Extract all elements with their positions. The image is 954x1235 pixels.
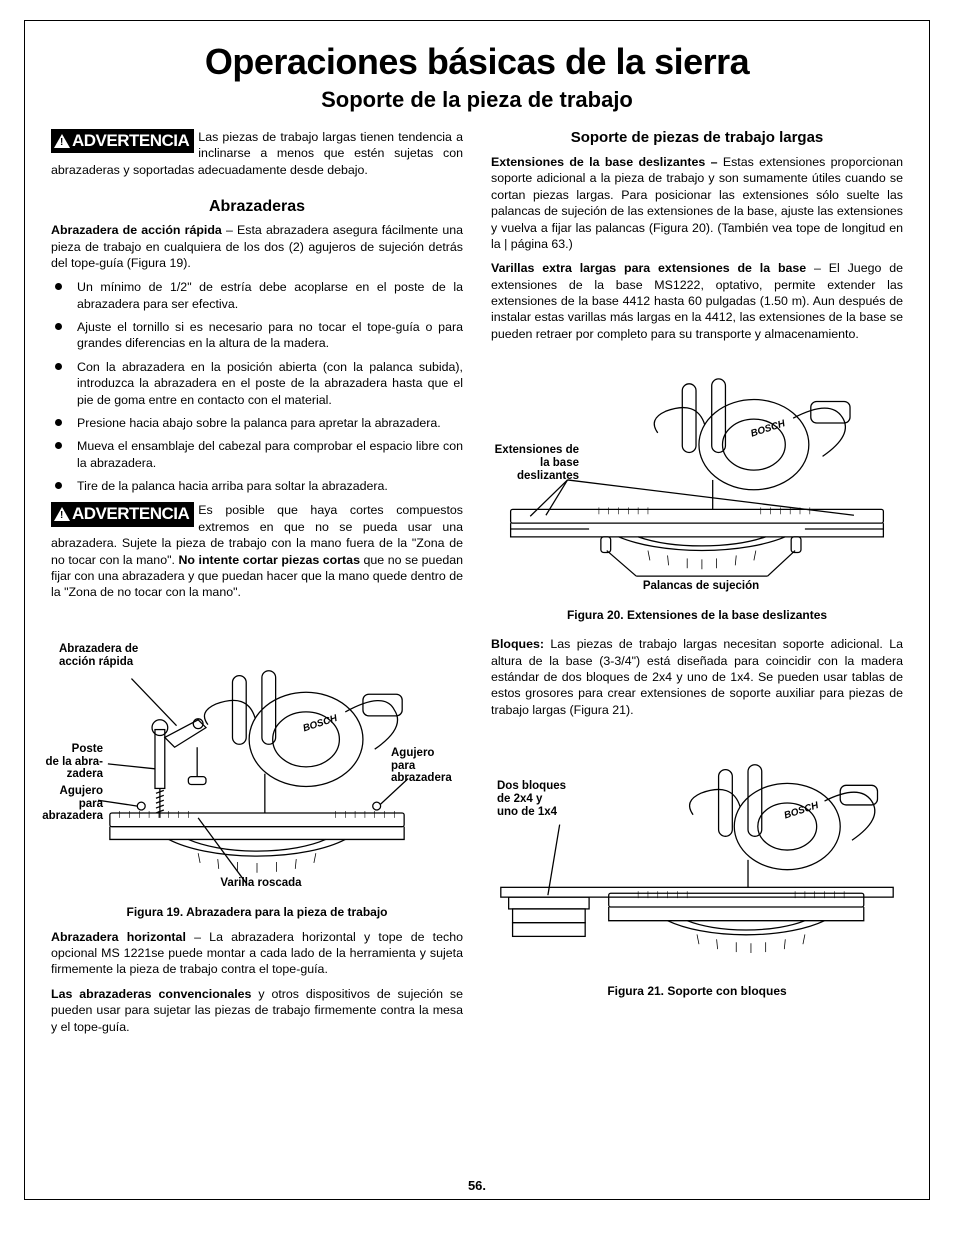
para-sliding-ext-lead: Extensiones de la base deslizantes – [491, 155, 717, 169]
two-column-layout: ADVERTENCIA Las piezas de trabajo largas… [51, 129, 903, 1043]
bullet-item: Presione hacia abajo sobre la palanca pa… [71, 415, 463, 431]
fig20-callout-levers: Palancas de sujeción [611, 580, 791, 593]
heading-long-pieces: Soporte de piezas de trabajo largas [491, 129, 903, 146]
page-frame: Operaciones básicas de la sierra Soporte… [24, 20, 930, 1200]
bullet-list: Un mínimo de 1/2" de estría debe acoplar… [51, 279, 463, 494]
warning-1: ADVERTENCIA Las piezas de trabajo largas… [51, 129, 463, 178]
para-extra-rods: Varillas extra largas para extensiones d… [491, 260, 903, 342]
page-title: Operaciones básicas de la sierra [51, 41, 903, 83]
bullet-item: Un mínimo de 1/2" de estría debe acoplar… [71, 279, 463, 312]
fig19-callout-rod: Varilla roscada [191, 877, 331, 890]
figure-19: BOSCH Abrazadera deacción rápida Postede… [51, 619, 463, 919]
para-horizontal-clamp-lead: Abrazadera horizontal [51, 930, 186, 944]
warning-label: ADVERTENCIA [72, 131, 189, 150]
bullet-item: Tire de la palanca hacia arriba para sol… [71, 478, 463, 494]
figure-20: BOSCH Extensiones dela basedeslizantes P… [491, 352, 903, 622]
warning-badge: ADVERTENCIA [51, 129, 194, 153]
figure-19-caption: Figura 19. Abrazadera para la pieza de t… [51, 905, 463, 919]
svg-text:BOSCH: BOSCH [302, 712, 340, 734]
warning-badge: ADVERTENCIA [51, 502, 194, 526]
page-number: 56. [25, 1178, 929, 1193]
fig21-callout-blocks: Dos bloquesde 2x4 yuno de 1x4 [497, 780, 566, 819]
fig19-callout-clamp: Abrazadera deacción rápida [59, 643, 138, 669]
figure-21-drawing: BOSCH [491, 728, 903, 978]
svg-text:BOSCH: BOSCH [749, 418, 787, 440]
para-quick-clamp-lead: Abrazadera de acción rápida [51, 223, 222, 237]
bullet-item: Con la abrazadera en la posición abierta… [71, 359, 463, 408]
fig19-callout-hole-left: Agujeroparaabrazadera [33, 785, 103, 824]
para-conventional-clamps: Las abrazaderas convencionales y otros d… [51, 986, 463, 1035]
para-conventional-lead: Las abrazaderas convencionales [51, 987, 251, 1001]
figure-20-caption: Figura 20. Extensiones de la base desliz… [491, 608, 903, 622]
figure-19-frame: BOSCH Abrazadera deacción rápida Postede… [51, 619, 463, 899]
bullet-item: Mueva el ensamblaje del cabezal para com… [71, 438, 463, 471]
figure-21-frame: BOSCH Dos bloquesde 2x4 yuno de 1x4 [491, 728, 903, 978]
warning-triangle-icon [54, 507, 70, 521]
para-sliding-ext-body: Estas extensiones proporcionan soporte a… [491, 155, 903, 251]
figure-21-caption: Figura 21. Soporte con bloques [491, 984, 903, 998]
para-sliding-ext: Extensiones de la base deslizantes – Est… [491, 154, 903, 252]
warning-2: ADVERTENCIA Es posible que haya cortes c… [51, 502, 463, 600]
para-blocks-body: Las piezas de trabajo largas necesitan s… [491, 637, 903, 717]
left-column: ADVERTENCIA Las piezas de trabajo largas… [51, 129, 463, 1043]
right-column: Soporte de piezas de trabajo largas Exte… [491, 129, 903, 1043]
figure-21: BOSCH Dos bloquesde 2x4 yuno de 1x4 Figu… [491, 728, 903, 998]
bullet-item: Ajuste el tornillo si es necesario para … [71, 319, 463, 352]
para-extra-rods-lead: Varillas extra largas para extensiones d… [491, 261, 806, 275]
warning-triangle-icon [54, 134, 70, 148]
para-blocks-lead: Bloques: [491, 637, 544, 651]
fig20-callout-extensions: Extensiones dela basedeslizantes [487, 444, 579, 483]
figure-20-frame: BOSCH Extensiones dela basedeslizantes P… [491, 352, 903, 602]
warning-2-text-bold: No intente cortar piezas cortas [178, 553, 359, 567]
fig19-callout-hole-right: Agujeroparaabrazadera [391, 747, 461, 786]
heading-abrazaderas: Abrazaderas [51, 198, 463, 216]
warning-label: ADVERTENCIA [72, 504, 189, 523]
para-horizontal-clamp: Abrazadera horizontal – La abrazadera ho… [51, 929, 463, 978]
fig19-callout-post: Postede la abra-zadera [45, 743, 103, 782]
para-blocks: Bloques: Las piezas de trabajo largas ne… [491, 636, 903, 718]
page-subtitle: Soporte de la pieza de trabajo [51, 87, 903, 113]
para-quick-clamp: Abrazadera de acción rápida – Esta abraz… [51, 222, 463, 271]
